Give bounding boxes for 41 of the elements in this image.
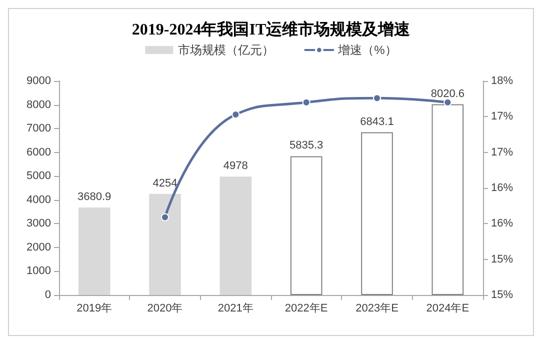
- data-label: 4254: [152, 177, 178, 190]
- x-tick-label: 2022年E: [284, 302, 328, 314]
- data-label: 5835.3: [290, 140, 324, 152]
- y-tick-label: 1000: [26, 265, 51, 278]
- y-tick-label: 6000: [26, 146, 51, 158]
- bar: [149, 194, 181, 295]
- bar: [361, 132, 393, 295]
- point: [373, 94, 381, 102]
- y-tick-label: 3000: [26, 218, 51, 230]
- data-label: 3680.9: [78, 190, 112, 203]
- legend-label: 市场规模（亿元）: [178, 43, 274, 57]
- data-label: 4978: [223, 160, 248, 172]
- y2-tick-label: 18%: [491, 75, 514, 87]
- y-tick-label: 9000: [26, 75, 51, 87]
- x-tick-label: 2019年: [76, 302, 112, 314]
- y-tick-label: 0: [44, 289, 51, 301]
- data-label: 8020.6: [430, 88, 464, 100]
- y2-tick-label: 17%: [491, 110, 514, 123]
- bar: [290, 156, 322, 295]
- y-tick-label: 2000: [26, 241, 51, 254]
- y2-tick-label: 17%: [491, 146, 514, 158]
- x-tick-label: 2024年E: [426, 302, 470, 314]
- point: [444, 98, 452, 106]
- y2-tick-label: 15%: [491, 253, 514, 266]
- x-tick-label: 2023年E: [356, 302, 398, 314]
- y-tick-label: 8000: [26, 98, 51, 111]
- bar: [220, 176, 252, 295]
- y2-tick-label: 16%: [491, 182, 514, 194]
- y2-tick-label: 16%: [491, 218, 514, 230]
- x-tick-label: 2020年: [147, 302, 183, 314]
- point: [161, 213, 169, 222]
- bar: [78, 207, 110, 295]
- y2-tick-label: 15%: [491, 289, 514, 301]
- y-tick-label: 4000: [26, 194, 51, 206]
- chart-title: 2019-2024年我国IT运维市场规模及增速: [132, 20, 412, 38]
- legend-label: 增速（%）: [337, 43, 397, 57]
- x-tick-label: 2021年: [218, 302, 254, 314]
- y-tick-label: 5000: [26, 170, 51, 182]
- point: [302, 98, 310, 106]
- y-tick-label: 7000: [26, 122, 51, 135]
- data-label: 6843.1: [360, 116, 394, 128]
